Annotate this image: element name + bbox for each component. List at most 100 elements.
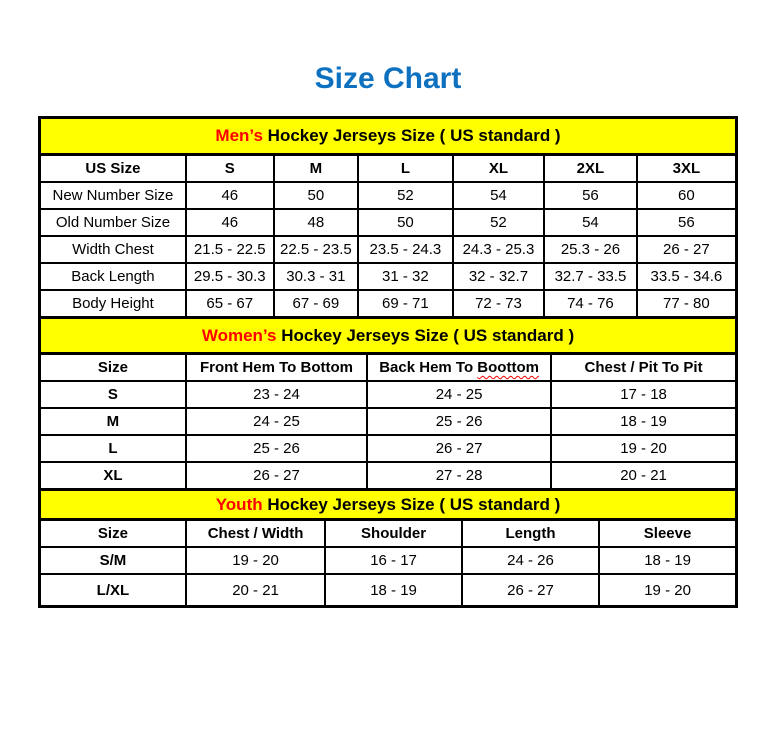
row-label: M xyxy=(38,407,187,436)
size-value-cell: 27 - 28 xyxy=(366,461,553,491)
column-header: Back Hem To Boottom xyxy=(366,352,553,382)
size-value-cell: 17 - 18 xyxy=(550,380,738,409)
size-value-cell: 32 - 32.7 xyxy=(451,262,546,291)
youth-size-table: Youth Hockey Jerseys Size ( US standard … xyxy=(38,488,738,608)
size-value-cell: 54 xyxy=(451,181,546,210)
row-label: S/M xyxy=(38,546,187,575)
size-value-cell: 21.5 - 22.5 xyxy=(184,235,275,264)
size-value-cell: 50 xyxy=(357,208,454,237)
mens-size-table: Men’s Hockey Jerseys Size ( US standard … xyxy=(38,116,738,319)
size-value-cell: 72 - 73 xyxy=(451,289,546,319)
table-row: L 25 - 26 26 - 27 19 - 20 xyxy=(38,434,738,463)
size-value-cell: 74 - 76 xyxy=(543,289,638,319)
column-header: S xyxy=(184,153,275,183)
size-value-cell: 18 - 19 xyxy=(550,407,738,436)
size-value-cell: 52 xyxy=(451,208,546,237)
size-value-cell: 20 - 21 xyxy=(184,573,327,608)
table-row: Body Height 65 - 67 67 - 69 69 - 71 72 - 73 7… xyxy=(38,289,738,319)
table-row: S 23 - 24 24 - 25 17 - 18 xyxy=(38,380,738,409)
size-value-cell: 19 - 20 xyxy=(184,546,327,575)
column-header: Front Hem To Bottom xyxy=(184,352,369,382)
womens-caption-row: Women’s Hockey Jerseys Size ( US standar… xyxy=(38,316,738,355)
caption-accent: Women’s xyxy=(201,325,277,345)
size-value-cell: 65 - 67 xyxy=(184,289,275,319)
caption-accent: Youth xyxy=(215,494,263,514)
size-value-cell: 19 - 20 xyxy=(550,434,738,463)
section-caption: Youth Hockey Jerseys Size ( US standard … xyxy=(38,488,738,521)
size-value-cell: 69 - 71 xyxy=(357,289,454,319)
size-value-cell: 26 - 27 xyxy=(635,235,738,264)
size-value-cell: 24 - 25 xyxy=(184,407,369,436)
table-row: M 24 - 25 25 - 26 18 - 19 xyxy=(38,407,738,436)
table-row: Back Length 29.5 - 30.3 30.3 - 31 31 - 32 32… xyxy=(38,262,738,291)
column-header: Shoulder xyxy=(324,518,463,548)
row-label: Back Length xyxy=(38,262,187,291)
table-row: L/XL 20 - 21 18 - 19 26 - 27 19 - 20 xyxy=(38,573,738,608)
row-label: XL xyxy=(38,461,187,491)
table-row: Old Number Size 46 48 50 52 54 56 xyxy=(38,208,738,237)
size-value-cell: 23.5 - 24.3 xyxy=(357,235,454,264)
womens-size-table: Women’s Hockey Jerseys Size ( US standar… xyxy=(38,316,738,491)
size-value-cell: 26 - 27 xyxy=(184,461,369,491)
size-value-cell: 31 - 32 xyxy=(357,262,454,291)
size-value-cell: 24 - 25 xyxy=(366,380,553,409)
header-row: US Size S M L XL 2XL 3XL xyxy=(38,153,738,183)
row-label: Old Number Size xyxy=(38,208,187,237)
header-row: Size Chest / Width Shoulder Length Sleeve xyxy=(38,518,738,548)
size-value-cell: 19 - 20 xyxy=(598,573,738,608)
mens-caption-row: Men’s Hockey Jerseys Size ( US standard … xyxy=(38,116,738,156)
size-value-cell: 24.3 - 25.3 xyxy=(451,235,546,264)
size-value-cell: 29.5 - 30.3 xyxy=(184,262,275,291)
size-value-cell: 25 - 26 xyxy=(184,434,369,463)
caption-accent: Men’s xyxy=(215,126,263,145)
size-value-cell: 52 xyxy=(357,181,454,210)
size-value-cell: 46 xyxy=(184,181,275,210)
row-label: S xyxy=(38,380,187,409)
size-tables: Men’s Hockey Jerseys Size ( US standard … xyxy=(38,116,738,608)
table-row: S/M 19 - 20 16 - 17 24 - 26 18 - 19 xyxy=(38,546,738,575)
row-label: New Number Size xyxy=(38,181,187,210)
size-value-cell: 60 xyxy=(635,181,738,210)
size-value-cell: 26 - 27 xyxy=(460,573,601,608)
column-header: Size xyxy=(38,352,187,382)
size-value-cell: 54 xyxy=(543,208,638,237)
size-value-cell: 26 - 27 xyxy=(366,434,553,463)
section-caption: Women’s Hockey Jerseys Size ( US standar… xyxy=(38,316,738,355)
column-header: Length xyxy=(460,518,601,548)
size-value-cell: 18 - 19 xyxy=(324,573,463,608)
size-value-cell: 56 xyxy=(543,181,638,210)
table-row: XL 26 - 27 27 - 28 20 - 21 xyxy=(38,461,738,491)
size-value-cell: 25 - 26 xyxy=(366,407,553,436)
column-header: US Size xyxy=(38,153,187,183)
page-title: Size Chart xyxy=(314,62,462,95)
size-value-cell: 33.5 - 34.6 xyxy=(635,262,738,291)
size-value-cell: 16 - 17 xyxy=(324,546,463,575)
youth-caption-row: Youth Hockey Jerseys Size ( US standard … xyxy=(38,488,738,521)
size-value-cell: 20 - 21 xyxy=(550,461,738,491)
column-header: Size xyxy=(38,518,187,548)
size-value-cell: 46 xyxy=(184,208,275,237)
row-label: Body Height xyxy=(38,289,187,319)
misspelled-word: Boottom xyxy=(477,359,539,376)
size-value-cell: 32.7 - 33.5 xyxy=(543,262,638,291)
size-value-cell: 56 xyxy=(635,208,738,237)
row-label: L/XL xyxy=(38,573,187,608)
column-header: XL xyxy=(451,153,546,183)
column-header: Chest / Width xyxy=(184,518,327,548)
column-header: Chest / Pit To Pit xyxy=(550,352,738,382)
size-value-cell: 50 xyxy=(272,181,360,210)
size-value-cell: 25.3 - 26 xyxy=(543,235,638,264)
size-value-cell: 24 - 26 xyxy=(460,546,601,575)
column-header: 2XL xyxy=(543,153,638,183)
row-label: Width Chest xyxy=(38,235,187,264)
table-row: Width Chest 21.5 - 22.5 22.5 - 23.5 23.5 - … xyxy=(38,235,738,264)
table-row: New Number Size 46 50 52 54 56 60 xyxy=(38,181,738,210)
size-value-cell: 18 - 19 xyxy=(598,546,738,575)
column-header: M xyxy=(272,153,360,183)
size-value-cell: 67 - 69 xyxy=(272,289,360,319)
size-value-cell: 48 xyxy=(272,208,360,237)
section-caption: Men’s Hockey Jerseys Size ( US standard … xyxy=(38,116,738,156)
row-label: L xyxy=(38,434,187,463)
column-header: Sleeve xyxy=(598,518,738,548)
size-value-cell: 77 - 80 xyxy=(635,289,738,319)
